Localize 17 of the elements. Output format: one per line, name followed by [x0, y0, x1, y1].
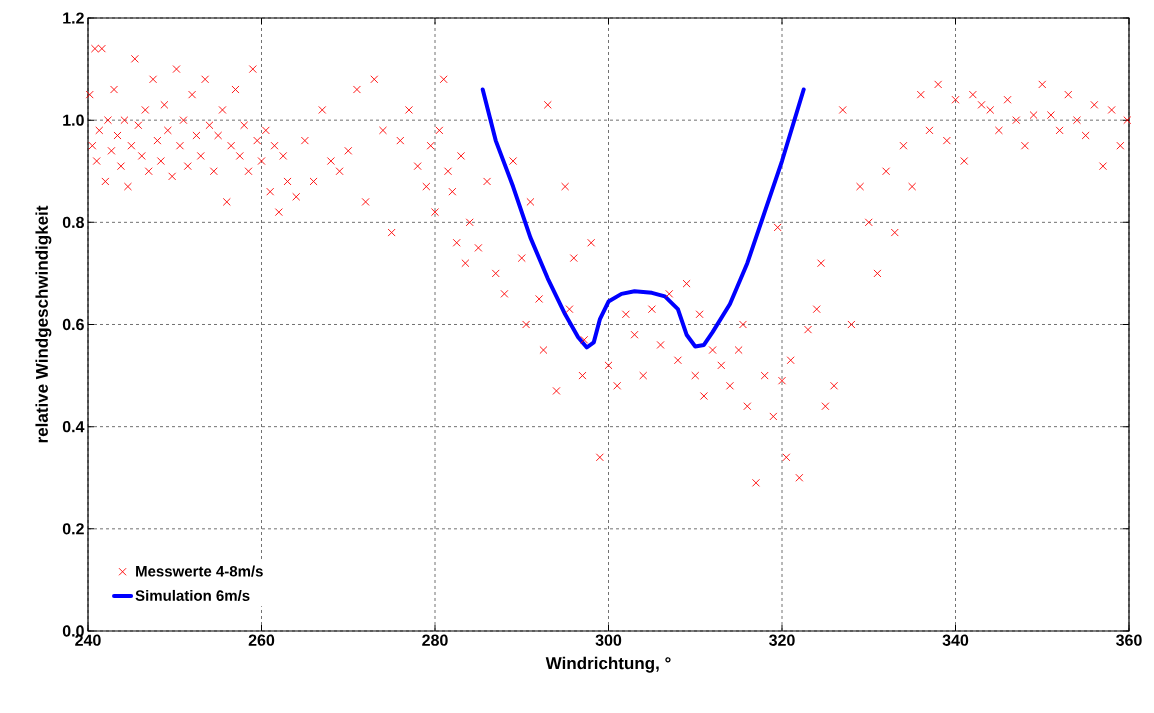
- x-tick-label: 300: [595, 634, 622, 646]
- x-tick-label: 280: [422, 634, 448, 646]
- legend-label: Messwerte 4-8m/s: [136, 565, 263, 577]
- legend-label: Simulation 6m/s: [135, 589, 250, 602]
- y-tick-label: 0.4: [62, 421, 85, 433]
- y-axis-title: relative Windgeschwindigkeit: [35, 205, 52, 443]
- y-tick-label: 0.8: [62, 216, 84, 228]
- y-tick-label: 0.6: [62, 318, 84, 331]
- x-tick-label: 320: [769, 634, 795, 646]
- y-tick-label: 1.0: [63, 114, 84, 126]
- line-series: [480, 87, 806, 350]
- x-tick-label: 360: [1116, 634, 1142, 646]
- x-axis-title: Windrichtung, °: [545, 656, 671, 673]
- y-tick-label: 1.2: [63, 12, 84, 24]
- x-tick-label: 260: [248, 634, 275, 646]
- y-tick-label: 0.2: [62, 523, 84, 535]
- x-tick-label: 340: [942, 634, 969, 646]
